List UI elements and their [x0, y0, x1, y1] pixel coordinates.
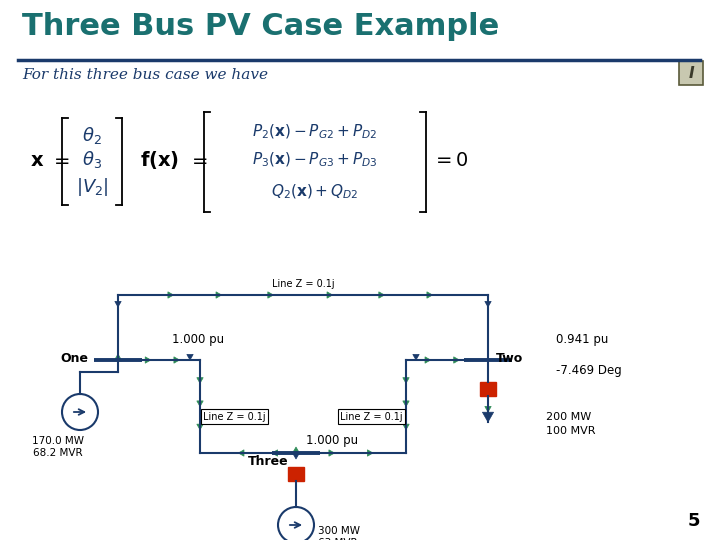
- Polygon shape: [197, 401, 203, 407]
- Polygon shape: [425, 357, 431, 363]
- Polygon shape: [454, 357, 459, 363]
- Text: $P_3(\mathbf{x}) - P_{G3} + P_{D3}$: $P_3(\mathbf{x}) - P_{G3} + P_{D3}$: [252, 151, 378, 169]
- Text: $Q_2(\mathbf{x}) + Q_{D2}$: $Q_2(\mathbf{x}) + Q_{D2}$: [271, 183, 359, 201]
- Text: 63 MVR: 63 MVR: [318, 538, 358, 540]
- Polygon shape: [186, 354, 193, 360]
- Polygon shape: [482, 412, 494, 422]
- Text: Three: Three: [248, 455, 288, 468]
- Polygon shape: [268, 292, 274, 298]
- Text: $\theta_3$: $\theta_3$: [82, 150, 102, 171]
- Text: Line Z = 0.1j: Line Z = 0.1j: [271, 279, 334, 289]
- Text: 5: 5: [688, 512, 700, 530]
- Text: 200 MW: 200 MW: [546, 412, 591, 422]
- Text: Line Z = 0.1j: Line Z = 0.1j: [341, 411, 403, 422]
- Text: For this three bus case we have: For this three bus case we have: [22, 68, 268, 82]
- Text: $\theta_2$: $\theta_2$: [82, 125, 102, 146]
- Text: Two: Two: [496, 352, 523, 365]
- Polygon shape: [145, 357, 150, 363]
- Text: $=$: $=$: [188, 151, 208, 170]
- Text: One: One: [60, 352, 88, 365]
- Polygon shape: [272, 450, 278, 456]
- Text: 100 MVR: 100 MVR: [546, 426, 595, 436]
- Polygon shape: [485, 407, 491, 412]
- Text: 0.941 pu: 0.941 pu: [556, 333, 608, 346]
- Text: 170.0 MW: 170.0 MW: [32, 436, 84, 446]
- Polygon shape: [329, 450, 335, 456]
- Text: I: I: [688, 65, 694, 80]
- Text: $|V_2|$: $|V_2|$: [76, 176, 108, 198]
- Text: $=$: $=$: [50, 151, 70, 170]
- FancyBboxPatch shape: [679, 61, 703, 85]
- Text: 1.000 pu: 1.000 pu: [306, 434, 358, 447]
- Polygon shape: [402, 424, 409, 430]
- Polygon shape: [114, 301, 121, 307]
- Text: -7.469 Deg: -7.469 Deg: [556, 364, 622, 377]
- Text: 1.000 pu: 1.000 pu: [172, 333, 224, 346]
- Polygon shape: [238, 450, 244, 456]
- Polygon shape: [379, 292, 384, 298]
- Polygon shape: [293, 454, 300, 459]
- Polygon shape: [327, 292, 333, 298]
- Bar: [480, 382, 496, 396]
- Polygon shape: [292, 447, 300, 454]
- Polygon shape: [402, 377, 409, 383]
- Polygon shape: [197, 424, 203, 430]
- Text: $\mathbf{x}$: $\mathbf{x}$: [30, 151, 45, 170]
- Polygon shape: [197, 377, 203, 383]
- Polygon shape: [427, 292, 433, 298]
- Text: Line Z = 0.1j: Line Z = 0.1j: [203, 411, 266, 422]
- Text: $P_2(\mathbf{x}) - P_{G2} + P_{D2}$: $P_2(\mathbf{x}) - P_{G2} + P_{D2}$: [252, 123, 378, 141]
- Bar: [288, 467, 304, 481]
- Text: 68.2 MVR: 68.2 MVR: [33, 448, 83, 458]
- Text: $= 0$: $= 0$: [432, 151, 469, 170]
- Text: Three Bus PV Case Example: Three Bus PV Case Example: [22, 12, 499, 41]
- Polygon shape: [216, 292, 222, 298]
- Polygon shape: [168, 292, 174, 298]
- Polygon shape: [367, 450, 373, 456]
- Polygon shape: [174, 357, 179, 363]
- Polygon shape: [413, 354, 419, 360]
- Polygon shape: [114, 354, 122, 361]
- Polygon shape: [402, 401, 409, 407]
- Text: $\mathbf{f(x)}$: $\mathbf{f(x)}$: [140, 149, 179, 171]
- Polygon shape: [485, 301, 491, 307]
- Text: 300 MW: 300 MW: [318, 526, 360, 536]
